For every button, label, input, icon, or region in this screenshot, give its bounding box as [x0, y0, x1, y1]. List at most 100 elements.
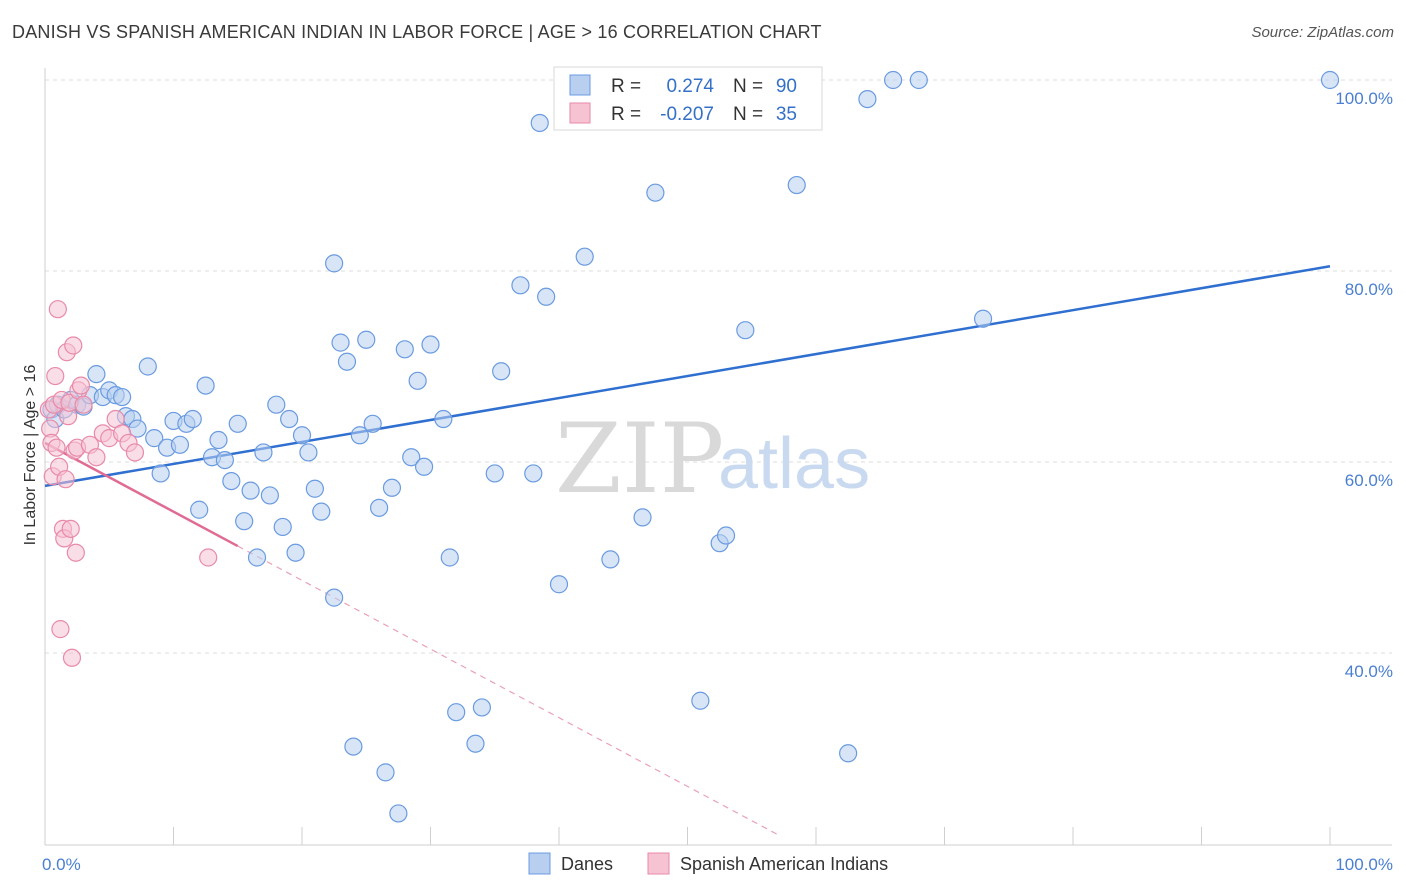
- data-point-danes: [376, 763, 395, 782]
- data-point-spanish: [48, 300, 67, 319]
- data-point-danes: [858, 89, 877, 109]
- data-point-danes: [575, 247, 594, 266]
- data-point-spanish: [47, 438, 66, 457]
- data-point-spanish: [125, 443, 145, 462]
- data-point-danes: [402, 448, 421, 467]
- data-point-danes: [601, 550, 620, 569]
- series-swatch-spanish: [647, 852, 670, 875]
- data-point-spanish: [71, 376, 91, 395]
- data-point-danes: [511, 276, 530, 295]
- data-point-danes: [363, 414, 382, 433]
- data-point-danes: [87, 365, 106, 384]
- data-point-danes: [273, 517, 292, 537]
- y-tick-label: 100.0%: [1335, 89, 1393, 108]
- y-tick-label: 60.0%: [1345, 471, 1393, 490]
- legend-r-label-spanish: R =: [611, 104, 641, 125]
- data-point-danes: [292, 426, 312, 445]
- chart-title: DANISH VS SPANISH AMERICAN INDIAN IN LAB…: [12, 22, 822, 42]
- data-point-danes: [254, 443, 273, 462]
- data-point-danes: [466, 734, 485, 753]
- data-point-danes: [414, 457, 434, 476]
- data-point-danes: [357, 330, 376, 349]
- stats-legend-box: [553, 66, 823, 131]
- series-label-spanish: Spanish American Indians: [680, 854, 888, 874]
- data-point-spanish: [62, 648, 82, 667]
- data-point-danes: [286, 543, 305, 562]
- data-point-danes: [337, 352, 357, 371]
- y-tick-label: 40.0%: [1345, 662, 1393, 681]
- data-point-danes: [691, 691, 710, 710]
- data-point-danes: [151, 464, 170, 483]
- data-point-danes: [447, 703, 466, 722]
- data-point-danes: [408, 371, 427, 390]
- data-point-danes: [222, 472, 241, 491]
- data-point-danes: [395, 340, 414, 359]
- data-point-danes: [299, 443, 318, 462]
- data-point-spanish: [46, 366, 65, 386]
- data-point-danes: [485, 464, 504, 483]
- data-point-spanish: [51, 620, 70, 639]
- stats-legend: R = 0.274 N = 90 R = -0.207 N = 35: [553, 66, 823, 131]
- data-point-danes: [170, 435, 190, 454]
- data-point-danes: [112, 387, 132, 407]
- data-point-spanish: [74, 395, 93, 414]
- data-point-danes: [646, 183, 665, 202]
- data-point-danes: [215, 450, 234, 470]
- data-point-danes: [280, 409, 299, 429]
- data-point-danes: [736, 321, 755, 340]
- trend-line-spanish-extension: [237, 545, 778, 835]
- data-point-danes: [344, 737, 363, 756]
- data-point-danes: [909, 70, 928, 90]
- data-point-danes: [530, 113, 549, 133]
- trend-lines: [44, 264, 1331, 835]
- watermark: ZIP atlas: [555, 403, 870, 515]
- data-point-danes: [325, 254, 344, 273]
- data-point-danes: [260, 486, 279, 505]
- data-points: [39, 70, 1340, 823]
- watermark-atlas: atlas: [718, 424, 870, 504]
- data-point-danes: [370, 498, 389, 517]
- data-point-danes: [331, 333, 350, 352]
- data-point-danes: [209, 430, 228, 450]
- data-point-danes: [421, 335, 440, 354]
- source-label: Source: ZipAtlas.com: [1251, 24, 1394, 41]
- data-point-danes: [633, 508, 652, 527]
- data-point-danes: [492, 362, 511, 381]
- legend-r-value-danes: 0.274: [666, 76, 714, 97]
- x-tick-labels: 0.0% 100.0%: [42, 855, 1393, 874]
- data-point-danes: [440, 548, 459, 567]
- x-tick-label: 100.0%: [1335, 855, 1393, 874]
- legend-r-label-danes: R =: [611, 76, 641, 97]
- trend-line-spanish: [44, 441, 239, 548]
- data-point-danes: [973, 309, 993, 328]
- data-point-danes: [434, 409, 453, 429]
- data-point-danes: [537, 287, 556, 306]
- data-point-spanish: [64, 336, 83, 355]
- data-point-danes: [716, 526, 736, 545]
- data-point-spanish: [61, 519, 80, 538]
- data-point-danes: [241, 481, 260, 500]
- series-label-danes: Danes: [561, 854, 613, 874]
- y-tick-label: 80.0%: [1345, 280, 1393, 299]
- data-point-danes: [325, 588, 344, 607]
- data-point-danes: [196, 376, 215, 395]
- y-axis-label: In Labor Force | Age > 16: [22, 365, 39, 546]
- data-point-danes: [389, 804, 408, 823]
- gridlines: [45, 79, 1392, 654]
- series-legend: Danes Spanish American Indians: [528, 852, 888, 875]
- data-point-danes: [472, 698, 491, 717]
- data-point-spanish: [56, 470, 75, 489]
- watermark-zip: ZIP: [555, 403, 724, 515]
- data-point-danes: [267, 395, 286, 414]
- data-point-danes: [305, 479, 324, 498]
- axes: [44, 68, 1392, 846]
- data-point-danes: [138, 357, 157, 376]
- legend-n-label-danes: N =: [733, 76, 763, 97]
- legend-swatch-danes: [569, 74, 591, 96]
- data-point-danes: [312, 502, 331, 521]
- legend-swatch-spanish: [569, 102, 591, 124]
- x-tick-label: 0.0%: [42, 855, 81, 874]
- data-point-danes: [524, 464, 543, 483]
- data-point-spanish: [66, 543, 85, 562]
- data-point-danes: [183, 409, 202, 429]
